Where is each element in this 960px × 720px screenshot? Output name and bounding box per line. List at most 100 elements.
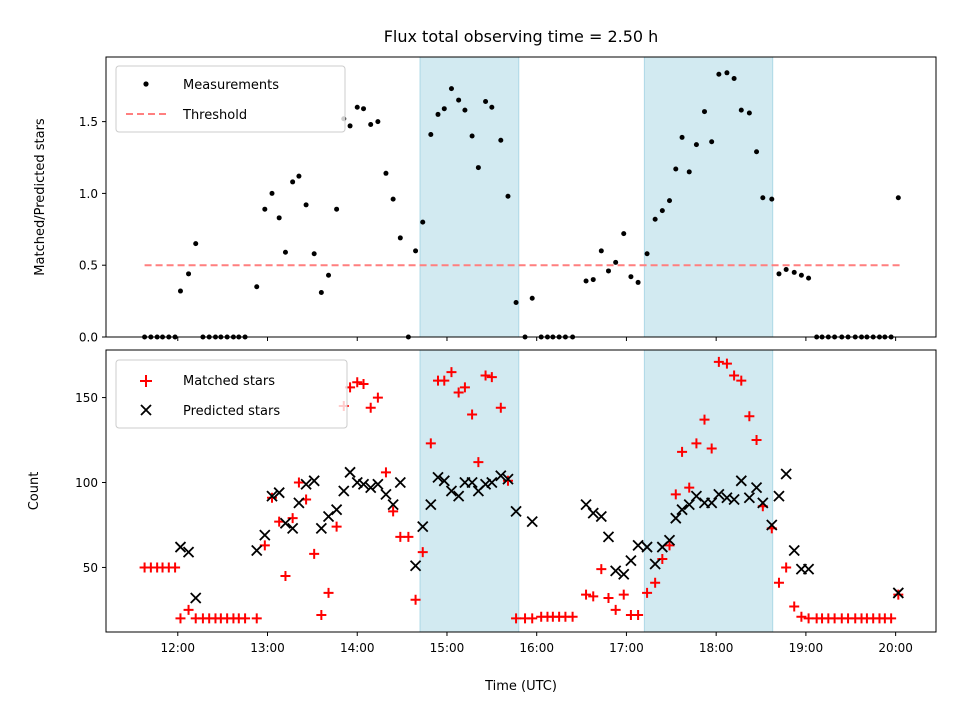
measurement-point — [483, 99, 489, 105]
matched-stars-point — [603, 593, 614, 604]
measurement-point — [413, 248, 419, 254]
matched-stars-point — [670, 489, 681, 500]
measurement-point — [347, 123, 353, 129]
measurement-point — [783, 267, 789, 273]
predicted-stars-point — [287, 522, 299, 535]
observing-interval — [643, 56, 774, 338]
legend-measurements-marker — [143, 81, 149, 87]
measurement-point — [193, 241, 199, 247]
predicted-stars-point — [479, 478, 492, 490]
bottom-legend: Matched stars Predicted stars — [115, 359, 348, 429]
matched-stars-point — [439, 375, 450, 386]
predicted-stars-point — [788, 544, 800, 557]
measurement-point — [186, 271, 192, 277]
x-tick-label: 12:00 — [160, 641, 195, 655]
predicted-stars-point — [182, 546, 195, 558]
x-tick-label: 18:00 — [699, 641, 734, 655]
measurement-point — [397, 235, 403, 241]
predicted-stars-point — [625, 555, 637, 567]
matched-stars-point — [610, 604, 621, 615]
matched-stars-point — [706, 443, 717, 454]
bottom-axes-frame — [105, 349, 937, 633]
measurement-point — [791, 269, 797, 275]
measurement-point — [529, 295, 535, 301]
predicted-stars-point — [802, 563, 815, 575]
bottom-data-layer — [139, 356, 904, 624]
matched-stars-point — [773, 577, 784, 588]
matched-stars-point — [486, 372, 497, 383]
y-tick-label: 1.0 — [79, 187, 98, 201]
matched-stars-point — [316, 610, 327, 621]
matched-stars-point — [380, 467, 391, 478]
x-tick-label: 13:00 — [250, 641, 285, 655]
measurement-point — [895, 195, 901, 201]
predicted-stars-point — [510, 505, 522, 518]
measurement-point — [513, 300, 519, 306]
top-legend: Measurements Threshold — [115, 65, 346, 133]
observing-interval — [419, 56, 520, 338]
predicted-stars-point — [743, 492, 755, 504]
matched-stars-point — [446, 367, 457, 378]
observing-interval — [419, 349, 520, 633]
predicted-stars-point — [486, 476, 498, 489]
predicted-stars-point — [357, 478, 370, 490]
bottom-panel: 12:00 13:00 14:00 15:00 16:00 17:00 18:00 19:00… — [27, 349, 937, 694]
predicted-stars-point — [773, 490, 785, 502]
x-tick-label: 15:00 — [430, 641, 465, 655]
measurement-point — [621, 231, 627, 237]
matched-stars-point — [240, 613, 251, 624]
matched-stars-point — [893, 589, 904, 600]
predicted-stars-point — [683, 498, 695, 511]
measurement-point — [441, 106, 447, 112]
legend-matched-label: Matched stars — [183, 374, 275, 389]
matched-stars-point — [467, 409, 478, 420]
measurement-point — [760, 195, 766, 201]
matched-stars-point — [736, 375, 747, 386]
measurement-point — [276, 215, 282, 221]
top-legend-box — [115, 65, 346, 133]
matched-stars-point — [287, 513, 298, 524]
x-tick-label: 20:00 — [878, 641, 913, 655]
predicted-stars-point — [387, 498, 399, 511]
predicted-stars-point — [495, 470, 507, 482]
measurement-point — [673, 166, 679, 172]
matched-stars-point — [781, 562, 792, 573]
top-axes-frame — [105, 56, 937, 338]
measurement-point — [679, 134, 685, 140]
chart-title: Flux total observing time = 2.50 h — [384, 27, 659, 46]
measurement-point — [456, 97, 462, 103]
predicted-stars-point — [273, 487, 285, 499]
matched-stars-point — [677, 446, 688, 457]
top-panel: 0.0 0.5 1.0 1.5 Matched/Predicted stars Mea… — [33, 56, 937, 345]
bottom-ticks-layer: 12:00 13:00 14:00 15:00 16:00 17:00 18:00 19:00… — [75, 391, 913, 655]
matched-stars-point — [511, 613, 522, 624]
matched-stars-point — [596, 564, 607, 575]
matched-stars-point — [886, 613, 897, 624]
measurement-point — [776, 271, 782, 277]
measurement-point — [290, 179, 296, 185]
measurement-point — [652, 216, 658, 222]
predicted-stars-point — [618, 568, 630, 580]
legend-measurements-label: Measurements — [183, 78, 279, 93]
predicted-stars-point — [453, 490, 465, 502]
predicted-stars-point — [190, 592, 202, 604]
matched-stars-point — [796, 611, 807, 622]
predicted-stars-point — [293, 497, 305, 509]
measurement-point — [368, 121, 374, 127]
matched-stars-point — [417, 547, 428, 558]
y-tick-label: 0.5 — [79, 259, 98, 273]
predicted-stars-point — [526, 515, 538, 528]
y-tick-label: 1.5 — [79, 115, 98, 129]
matched-stars-point — [352, 377, 363, 388]
matched-stars-point — [729, 370, 740, 381]
matched-stars-point — [581, 589, 592, 600]
x-tick-label: 19:00 — [789, 641, 824, 655]
predicted-stars-point — [432, 471, 444, 484]
predicted-stars-point — [502, 473, 514, 485]
measurement-point — [667, 198, 673, 204]
measurement-point — [613, 259, 619, 265]
y-tick-label: 100 — [75, 476, 98, 490]
measurement-point — [462, 107, 468, 113]
predicted-stars-point — [300, 478, 312, 490]
x-tick-label: 14:00 — [340, 641, 375, 655]
